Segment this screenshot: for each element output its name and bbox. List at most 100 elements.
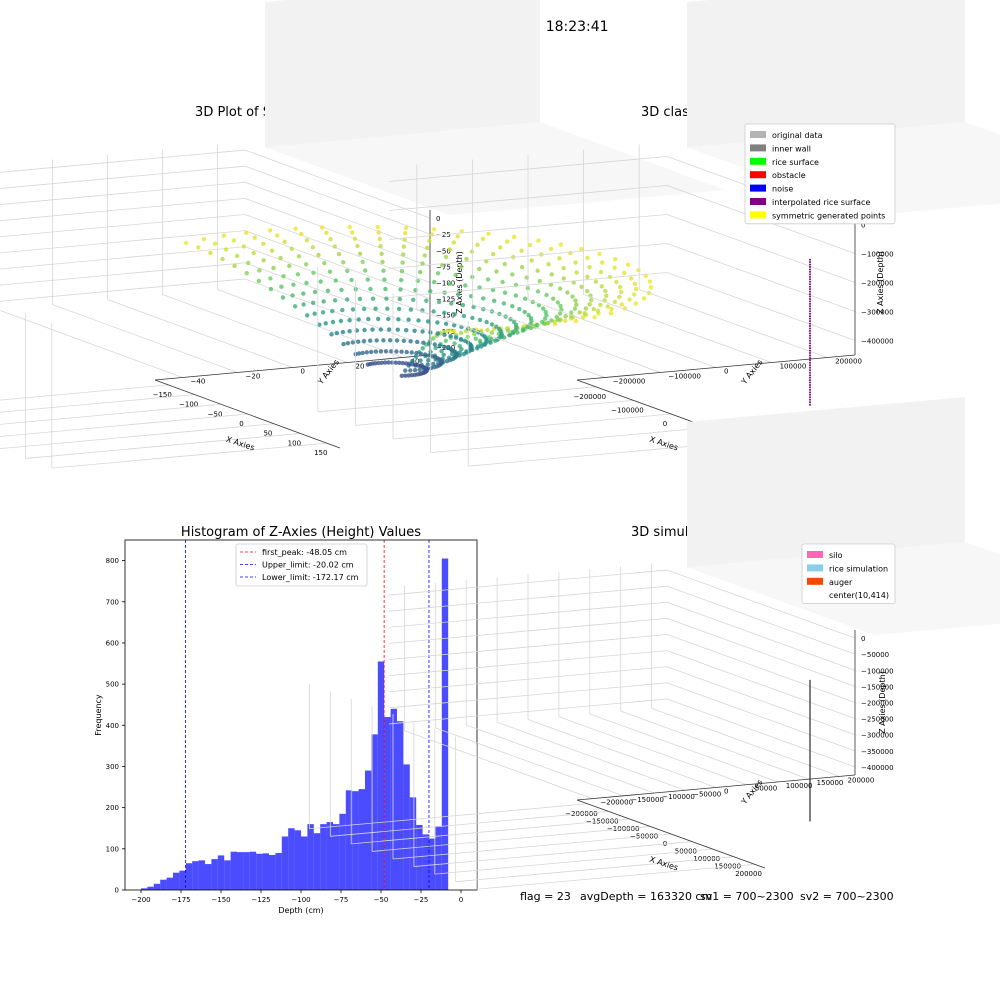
gridline-x xyxy=(25,433,301,459)
data-point xyxy=(608,310,614,316)
data-point xyxy=(541,306,546,311)
data-point xyxy=(605,304,610,309)
footer-flag: flag = 23 xyxy=(520,890,571,903)
data-point xyxy=(269,248,275,253)
gridline-z-left xyxy=(388,650,668,677)
gridline-x xyxy=(309,803,588,830)
data-point xyxy=(599,284,604,289)
data-point xyxy=(443,254,449,260)
histogram-bar xyxy=(243,852,250,890)
gridline-z-left xyxy=(388,634,668,660)
data-point xyxy=(809,364,811,367)
data-point xyxy=(289,246,294,251)
data-point xyxy=(519,248,524,253)
data-point xyxy=(420,346,425,351)
data-point xyxy=(452,341,457,346)
data-point xyxy=(491,251,496,257)
y-tick-label: −200000 xyxy=(613,378,646,386)
data-point xyxy=(320,310,326,315)
data-point xyxy=(443,321,449,326)
data-point xyxy=(455,234,460,239)
data-point xyxy=(328,237,333,242)
data-point xyxy=(404,361,409,366)
data-point xyxy=(232,263,237,269)
data-point xyxy=(397,296,402,302)
data-point xyxy=(442,310,447,315)
gridline-y xyxy=(620,710,809,780)
data-point xyxy=(310,245,315,250)
data-point xyxy=(477,317,483,323)
gridline-x xyxy=(434,848,713,875)
data-point xyxy=(448,328,453,333)
data-point xyxy=(381,268,386,273)
data-point xyxy=(360,259,365,265)
z-tick-label: −200000 xyxy=(861,700,894,708)
data-point xyxy=(809,342,811,345)
data-point xyxy=(447,281,453,286)
data-point xyxy=(404,328,409,333)
data-point xyxy=(340,329,346,335)
legend-label: rice surface xyxy=(772,158,819,167)
legend-swatch xyxy=(807,551,823,558)
legend-frame xyxy=(235,543,368,587)
data-point xyxy=(424,245,430,250)
legend-swatch xyxy=(750,211,766,219)
data-point xyxy=(809,354,811,357)
data-point xyxy=(809,322,811,325)
data-point xyxy=(432,342,437,347)
legend-swatch xyxy=(750,198,766,205)
x-tick-label: −200000 xyxy=(574,393,607,401)
data-point xyxy=(555,300,561,305)
data-point xyxy=(622,270,627,276)
z-tick-label: −150 xyxy=(436,312,455,320)
data-point xyxy=(368,286,373,292)
data-point xyxy=(494,324,499,329)
data-point xyxy=(809,261,811,264)
z-tick-label: −75 xyxy=(436,263,451,271)
data-point xyxy=(435,271,441,276)
data-point xyxy=(375,225,380,230)
data-point xyxy=(519,265,525,270)
pane-floor xyxy=(265,122,725,215)
data-point xyxy=(384,296,389,301)
data-point xyxy=(548,282,554,287)
data-point xyxy=(494,269,499,274)
gridline-x xyxy=(0,403,222,425)
data-point xyxy=(246,260,251,266)
x-tick-label: −150 xyxy=(211,896,230,904)
gridline-x xyxy=(413,841,692,867)
data-point xyxy=(408,307,414,312)
histogram-bar xyxy=(416,824,423,890)
data-point xyxy=(410,358,415,364)
data-point xyxy=(641,296,647,301)
legend-label: inner wall xyxy=(772,144,811,153)
data-point xyxy=(592,315,597,320)
z-tick-label: −400000 xyxy=(861,338,894,346)
data-point xyxy=(477,266,482,272)
histogram-bar xyxy=(256,853,263,890)
gridline-x xyxy=(372,826,651,852)
gridline-z-left xyxy=(0,181,246,205)
y-tick-label: 700 xyxy=(106,598,119,606)
data-point xyxy=(398,287,403,292)
data-point xyxy=(376,230,381,235)
data-point xyxy=(609,306,614,312)
data-point xyxy=(292,304,298,309)
histogram-bar xyxy=(352,791,359,890)
data-point xyxy=(241,244,246,249)
data-point xyxy=(355,243,360,249)
data-point xyxy=(573,298,578,303)
data-point xyxy=(330,319,336,325)
gridline-y xyxy=(639,289,828,358)
data-point xyxy=(614,279,619,285)
data-point xyxy=(809,386,811,389)
data-point xyxy=(447,247,453,252)
data-point xyxy=(809,376,811,379)
gridline-y xyxy=(583,294,772,363)
gridline-z-right xyxy=(244,230,431,299)
data-point xyxy=(486,231,491,236)
data-point xyxy=(809,344,811,347)
data-point xyxy=(322,260,327,266)
data-point xyxy=(386,360,391,365)
data-point xyxy=(598,269,604,275)
